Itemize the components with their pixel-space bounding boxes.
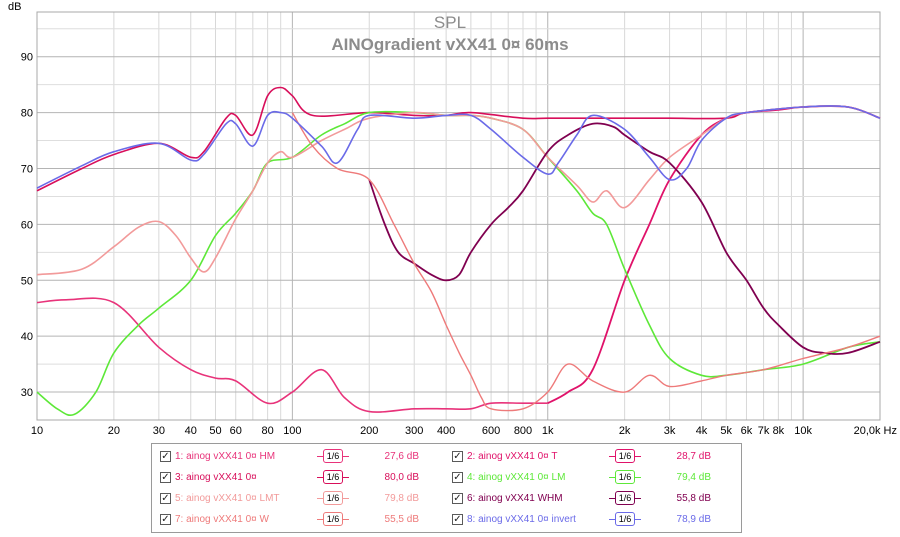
series-line-2 bbox=[547, 105, 881, 405]
series-line-4 bbox=[36, 110, 881, 417]
x-tick-label: 600 bbox=[482, 425, 500, 437]
legend-label: 8: ainog vXX41 0¤ invert bbox=[467, 513, 576, 525]
smoothing-label: 1/6 bbox=[323, 491, 343, 505]
legend-label: 6: ainog vXX41 WHM bbox=[467, 492, 563, 504]
y-tick-label: 80 bbox=[21, 108, 33, 120]
legend-item: ✓ 8: ainog vXX41 0¤ invert 1/6 78,9 dB bbox=[452, 511, 711, 527]
spl-chart: SPL AINOgradient vXX41 0¤ 60ms dB 30 40 50… bbox=[8, 1, 897, 437]
smoothing-label: 1/6 bbox=[615, 512, 635, 526]
smoothing-button[interactable]: 1/6 bbox=[317, 449, 349, 463]
x-tick-label: 2k bbox=[619, 425, 631, 437]
x-tick-label: 8k bbox=[773, 425, 785, 437]
smoothing-button[interactable]: 1/6 bbox=[609, 470, 641, 484]
legend-label: 4: ainog vXX41 0¤ LM bbox=[467, 471, 566, 483]
legend-checkbox[interactable]: ✓ bbox=[452, 471, 463, 483]
legend-checkbox[interactable]: ✓ bbox=[452, 450, 463, 462]
y-tick-label: 50 bbox=[21, 275, 33, 287]
x-tick-label: 200 bbox=[360, 425, 378, 437]
series-line-8 bbox=[36, 105, 881, 189]
legend-label: 1: ainog vXX41 0¤ HM bbox=[175, 450, 276, 462]
plot-frame bbox=[36, 11, 881, 421]
smoothing-label: 1/6 bbox=[323, 470, 343, 484]
legend: ✓ 1: ainog vXX41 0¤ HM 1/6 27,6 dB ✓ 2: ainog… bbox=[151, 443, 742, 533]
legend-checkbox[interactable]: ✓ bbox=[452, 492, 463, 504]
legend-checkbox[interactable]: ✓ bbox=[160, 492, 171, 504]
legend-item: ✓ 2: ainog vXX41 0¤ T 1/6 28,7 dB bbox=[452, 448, 711, 464]
x-tick-labels: 10 20 30 40 50 60 80 100 200 300 400 600 800 1k 2k 3k 4k… bbox=[31, 425, 897, 437]
series-line-6 bbox=[368, 122, 881, 355]
smoothing-button[interactable]: 1/6 bbox=[609, 449, 641, 463]
x-tick-label: 4k bbox=[696, 425, 708, 437]
x-tick-label: 10 bbox=[31, 425, 43, 437]
smoothing-button[interactable]: 1/6 bbox=[609, 512, 641, 526]
y-tick-label: 30 bbox=[21, 387, 33, 399]
legend-value: 27,6 dB bbox=[384, 450, 419, 462]
chart-grid bbox=[36, 12, 881, 420]
legend-checkbox[interactable]: ✓ bbox=[452, 513, 463, 525]
legend-checkbox[interactable]: ✓ bbox=[160, 513, 171, 525]
smoothing-button[interactable]: 1/6 bbox=[317, 512, 349, 526]
legend-value: 79,4 dB bbox=[676, 471, 711, 483]
chart-subtitle: AINOgradient vXX41 0¤ 60ms bbox=[331, 35, 568, 54]
legend-label: 7: ainog vXX41 0¤ W bbox=[175, 513, 269, 525]
x-tick-label: 30 bbox=[153, 425, 165, 437]
series-line-5 bbox=[36, 105, 881, 276]
x-tick-label: 20,0k Hz bbox=[854, 425, 897, 437]
x-tick-label: 3k bbox=[664, 425, 676, 437]
y-tick-label: 60 bbox=[21, 219, 33, 231]
legend-item: ✓ 7: ainog vXX41 0¤ W 1/6 55,5 dB bbox=[160, 511, 419, 527]
legend-checkbox[interactable]: ✓ bbox=[160, 450, 171, 462]
y-tick-label: 40 bbox=[21, 331, 33, 343]
x-tick-label: 300 bbox=[405, 425, 423, 437]
smoothing-button[interactable]: 1/6 bbox=[317, 470, 349, 484]
x-tick-label: 1k bbox=[542, 425, 554, 437]
legend-value: 79,8 dB bbox=[384, 492, 419, 504]
smoothing-button[interactable]: 1/6 bbox=[609, 491, 641, 505]
y-tick-label: 90 bbox=[21, 52, 33, 64]
legend-label: 2: ainog vXX41 0¤ T bbox=[467, 450, 558, 462]
series-line-3 bbox=[36, 86, 881, 192]
legend-value: 28,7 dB bbox=[676, 450, 711, 462]
series-line-1 bbox=[36, 297, 548, 413]
x-tick-label: 80 bbox=[262, 425, 274, 437]
x-tick-label: 7k bbox=[758, 425, 770, 437]
x-tick-label: 400 bbox=[437, 425, 455, 437]
x-tick-label: 5k bbox=[720, 425, 732, 437]
y-axis-label: dB bbox=[8, 1, 21, 13]
smoothing-label: 1/6 bbox=[615, 491, 635, 505]
series-lines bbox=[36, 86, 881, 417]
smoothing-label: 1/6 bbox=[323, 512, 343, 526]
x-tick-label: 50 bbox=[209, 425, 221, 437]
x-tick-label: 100 bbox=[283, 425, 301, 437]
legend-item: ✓ 6: ainog vXX41 WHM 1/6 55,8 dB bbox=[452, 490, 711, 506]
smoothing-label: 1/6 bbox=[323, 449, 343, 463]
x-tick-label: 6k bbox=[741, 425, 753, 437]
legend-value: 55,5 dB bbox=[384, 513, 419, 525]
chart-title: SPL bbox=[434, 13, 466, 32]
legend-value: 55,8 dB bbox=[676, 492, 711, 504]
y-tick-label: 70 bbox=[21, 163, 33, 175]
smoothing-label: 1/6 bbox=[615, 470, 635, 484]
x-tick-label: 40 bbox=[185, 425, 197, 437]
legend-label: 3: ainog vXX41 0¤ bbox=[175, 471, 257, 483]
x-tick-label: 10k bbox=[794, 425, 812, 437]
x-tick-label: 20 bbox=[108, 425, 120, 437]
legend-item: ✓ 3: ainog vXX41 0¤ 1/6 80,0 dB bbox=[160, 469, 419, 485]
legend-label: 5: ainog vXX41 0¤ LMT bbox=[175, 492, 280, 504]
legend-item: ✓ 5: ainog vXX41 0¤ LMT 1/6 79,8 dB bbox=[160, 490, 419, 506]
legend-value: 78,9 dB bbox=[676, 513, 711, 525]
legend-checkbox[interactable]: ✓ bbox=[160, 471, 171, 483]
smoothing-button[interactable]: 1/6 bbox=[317, 491, 349, 505]
x-tick-label: 60 bbox=[230, 425, 242, 437]
legend-item: ✓ 1: ainog vXX41 0¤ HM 1/6 27,6 dB bbox=[160, 448, 419, 464]
series-line-7 bbox=[291, 112, 881, 412]
legend-value: 80,0 dB bbox=[384, 471, 419, 483]
x-tick-label: 800 bbox=[514, 425, 532, 437]
legend-item: ✓ 4: ainog vXX41 0¤ LM 1/6 79,4 dB bbox=[452, 469, 711, 485]
smoothing-label: 1/6 bbox=[615, 449, 635, 463]
y-tick-labels: 30 40 50 60 70 80 90 bbox=[21, 52, 33, 399]
